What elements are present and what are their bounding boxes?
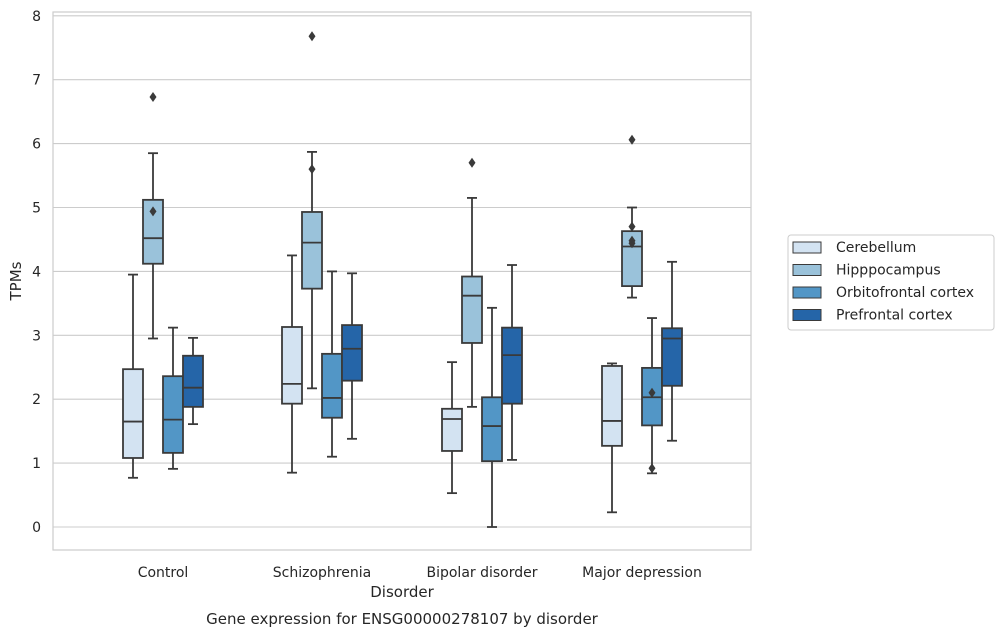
- box: [441, 407, 463, 452]
- box-group: [162, 326, 184, 470]
- outlier-point: [628, 235, 636, 246]
- legend-swatch: [792, 286, 822, 299]
- box-group: [341, 272, 363, 440]
- box-group: [601, 362, 623, 514]
- box: [182, 354, 204, 408]
- grid-lines: [53, 15, 751, 528]
- box: [501, 326, 523, 405]
- y-tick-label: 5: [32, 201, 41, 217]
- box: [162, 375, 184, 454]
- box: [661, 327, 683, 387]
- y-axis-ticks: 0 1 2 3 4 5 6 7 8: [32, 9, 41, 536]
- legend-label: Orbitofrontal cortex: [836, 285, 974, 301]
- outlier-point: [648, 463, 656, 474]
- legend-box: [787, 234, 995, 331]
- legend-label: Cerebellum: [836, 240, 916, 256]
- box-group: [461, 157, 483, 408]
- y-tick-label: 4: [32, 264, 41, 280]
- box-group: [501, 264, 523, 461]
- box-group: [481, 306, 503, 528]
- box-group: [321, 270, 343, 458]
- outlier-point: [468, 157, 476, 168]
- legend-label: Hipppocampus: [836, 263, 941, 279]
- legend-swatch: [792, 241, 822, 254]
- y-tick-label: 7: [32, 73, 41, 89]
- outlier-point: [628, 221, 636, 232]
- box-group: [122, 273, 144, 479]
- y-tick-label: 6: [32, 137, 41, 153]
- box-group: [661, 260, 683, 442]
- box-group: [641, 317, 663, 475]
- box: [281, 326, 303, 405]
- x-tick-label: Bipolar disorder: [426, 565, 537, 581]
- legend: Cerebellum Hipppocampus Orbitofrontal cort…: [787, 234, 995, 331]
- plot-area: [52, 11, 752, 551]
- box: [321, 352, 343, 419]
- box-group: [441, 361, 463, 495]
- legend-swatch: [792, 264, 822, 276]
- outlier-point: [628, 134, 636, 145]
- legend-label: Prefrontal cortex: [836, 308, 953, 324]
- box: [341, 324, 363, 382]
- outlier-point: [648, 387, 656, 398]
- box-group: [621, 134, 643, 299]
- box: [601, 365, 623, 447]
- box-group: [182, 336, 204, 426]
- box-group: [281, 254, 303, 474]
- box-group: [301, 31, 323, 390]
- y-tick-label: 1: [32, 456, 41, 472]
- outlier-point: [308, 164, 316, 175]
- box: [461, 275, 483, 344]
- x-tick-label: Major depression: [582, 565, 702, 581]
- legend-swatch: [792, 309, 822, 321]
- boxes: [122, 31, 683, 528]
- outlier-point: [149, 206, 157, 217]
- box: [481, 396, 503, 463]
- y-axis-label: TPMs: [7, 261, 25, 301]
- x-axis-ticks: Control Schizophrenia Bipolar disorder Majo…: [138, 565, 702, 581]
- box: [301, 211, 323, 290]
- x-tick-label: Schizophrenia: [273, 565, 371, 581]
- outlier-point: [149, 91, 157, 102]
- x-tick-label: Control: [138, 565, 189, 581]
- y-tick-label: 2: [32, 392, 41, 408]
- y-tick-label: 3: [32, 328, 41, 344]
- y-tick-label: 8: [32, 9, 41, 25]
- box: [142, 198, 164, 265]
- outlier-point: [308, 31, 316, 42]
- y-tick-label: 0: [32, 520, 41, 536]
- x-axis-label: Disorder: [370, 583, 434, 601]
- chart-title: Gene expression for ENSG00000278107 by d…: [206, 610, 599, 628]
- box-group: [142, 91, 164, 340]
- box: [122, 368, 144, 459]
